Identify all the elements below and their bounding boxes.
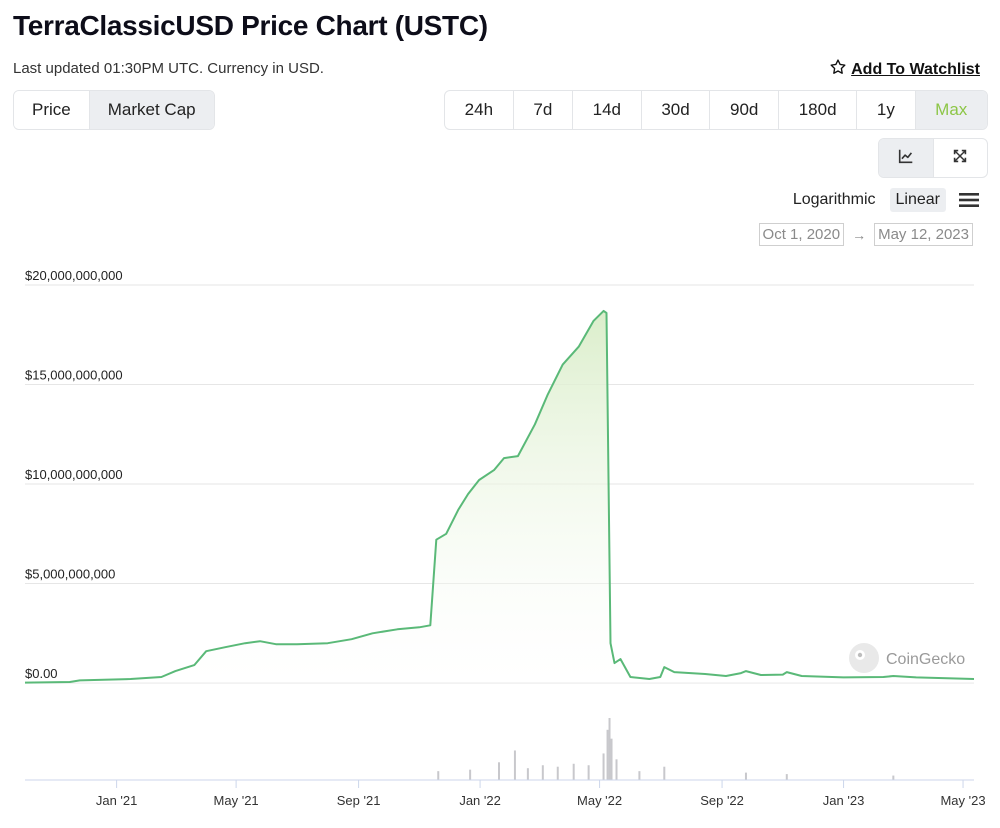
- x-axis-ticks: Jan '21 May '21 Sep '21 Jan '22 May '22 Sep '…: [96, 780, 986, 808]
- chart-type-tabs: Price Market Cap: [13, 90, 215, 130]
- volume-bars: [437, 718, 895, 780]
- y-tick-label: $0.00: [25, 666, 58, 681]
- volume-bar: [744, 772, 747, 780]
- time-range-selector: 24h 7d 14d 30d 90d 180d 1y Max: [444, 90, 988, 130]
- volume-bar: [556, 766, 559, 780]
- menu-icon[interactable]: [958, 189, 980, 211]
- volume-bar: [572, 763, 575, 780]
- volume-bar: [606, 729, 609, 780]
- volume-bar: [602, 753, 605, 780]
- range-14d[interactable]: 14d: [571, 91, 641, 129]
- volume-bar: [541, 765, 544, 780]
- tab-price[interactable]: Price: [14, 91, 89, 129]
- last-updated-text: Last updated 01:30PM UTC. Currency in US…: [13, 60, 324, 77]
- volume-bar: [469, 769, 472, 780]
- page-title: TerraClassicUSD Price Chart (USTC): [13, 10, 488, 41]
- range-7d[interactable]: 7d: [512, 91, 572, 129]
- add-to-watchlist-button[interactable]: Add To Watchlist: [829, 58, 980, 81]
- volume-bar: [513, 750, 516, 780]
- x-tick-label: Sep '21: [337, 793, 381, 808]
- volume-bar: [663, 766, 666, 780]
- expand-icon: [951, 147, 969, 170]
- date-range: Oct 1, 2020 → May 12, 2023: [758, 223, 973, 246]
- range-24h[interactable]: 24h: [464, 100, 494, 119]
- volume-bar: [610, 738, 613, 780]
- range-30d[interactable]: 30d: [640, 91, 710, 129]
- volume-bar: [587, 765, 590, 780]
- y-axis-labels: $0.00 $5,000,000,000 $10,000,000,000 $15,00…: [25, 268, 123, 681]
- volume-bar: [615, 759, 618, 780]
- x-tick-label: Jan '22: [459, 793, 501, 808]
- market-cap-area: [25, 310, 974, 683]
- scale-selector: Logarithmic Linear: [787, 188, 980, 212]
- x-tick-label: Jan '21: [96, 793, 138, 808]
- volume-bar: [608, 718, 611, 780]
- range-max[interactable]: Max: [914, 91, 987, 129]
- x-tick-label: Jan '23: [823, 793, 865, 808]
- volume-bar: [526, 768, 529, 780]
- x-tick-label: May '23: [940, 793, 985, 808]
- scale-linear[interactable]: Linear: [889, 188, 946, 212]
- range-1y[interactable]: 1y: [856, 91, 914, 129]
- x-tick-label: Sep '22: [700, 793, 744, 808]
- y-tick-label: $20,000,000,000: [25, 268, 123, 283]
- volume-bar: [437, 771, 440, 780]
- y-tick-label: $15,000,000,000: [25, 368, 123, 383]
- line-chart-icon: [897, 147, 915, 170]
- chart-view-toggle: [878, 138, 988, 178]
- date-from-input[interactable]: Oct 1, 2020: [758, 223, 845, 246]
- fullscreen-button[interactable]: [932, 139, 988, 177]
- watchlist-label: Add To Watchlist: [851, 60, 980, 78]
- tab-market-cap[interactable]: Market Cap: [88, 91, 214, 129]
- y-tick-label: $5,000,000,000: [25, 567, 115, 582]
- market-cap-line: [24, 309, 975, 684]
- x-tick-label: May '22: [577, 793, 622, 808]
- volume-bar: [498, 762, 501, 780]
- range-180d[interactable]: 180d: [778, 91, 856, 129]
- date-to-input[interactable]: May 12, 2023: [874, 223, 973, 246]
- volume-bar: [892, 775, 895, 780]
- scale-logarithmic[interactable]: Logarithmic: [792, 191, 876, 208]
- x-tick-label: May '21: [214, 793, 259, 808]
- volume-bar: [785, 774, 788, 780]
- coingecko-watermark: CoinGecko: [849, 643, 965, 673]
- range-90d[interactable]: 90d: [709, 91, 778, 129]
- y-tick-label: $10,000,000,000: [25, 467, 123, 482]
- market-cap-chart: $0.00 $5,000,000,000 $10,000,000,000 $15,00…: [24, 268, 986, 808]
- watermark-text: CoinGecko: [886, 651, 965, 668]
- arrow-right-icon: →: [852, 226, 867, 243]
- star-icon: [829, 58, 847, 81]
- volume-bar: [638, 771, 641, 780]
- line-view-button[interactable]: [879, 139, 933, 177]
